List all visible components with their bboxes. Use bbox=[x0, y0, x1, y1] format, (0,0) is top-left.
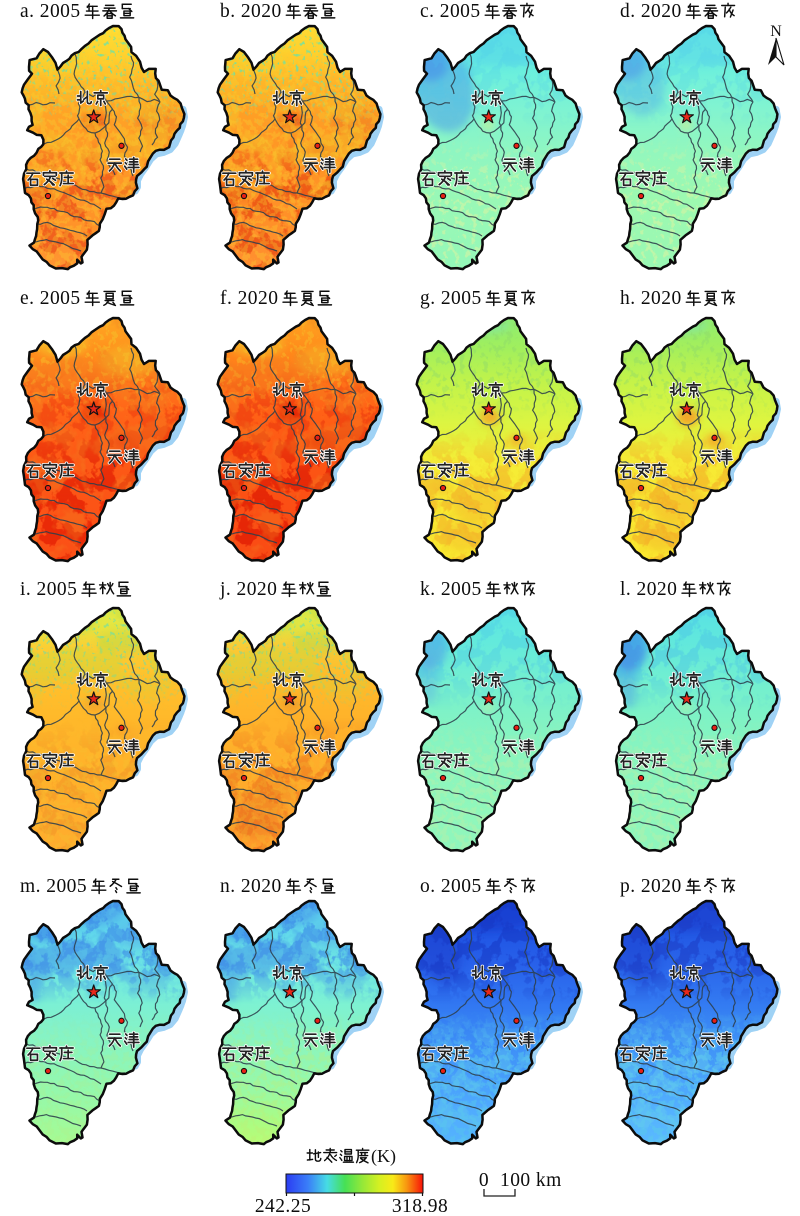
svg-text:318.98: 318.98 bbox=[392, 1196, 448, 1216]
svg-text:a. 2005: a. 2005 bbox=[20, 1, 81, 22]
svg-text:j. 2020: j. 2020 bbox=[219, 579, 277, 600]
svg-text:h. 2020: h. 2020 bbox=[620, 288, 682, 309]
svg-text:b. 2020: b. 2020 bbox=[220, 1, 282, 22]
svg-text:n. 2020: n. 2020 bbox=[220, 876, 282, 897]
svg-text:e. 2005: e. 2005 bbox=[20, 288, 81, 309]
svg-text:g. 2005: g. 2005 bbox=[420, 288, 482, 309]
svg-text:d. 2020: d. 2020 bbox=[620, 1, 682, 22]
svg-text:m. 2005: m. 2005 bbox=[20, 876, 87, 897]
svg-text:k. 2005: k. 2005 bbox=[420, 579, 482, 600]
svg-text:(K): (K) bbox=[371, 1146, 396, 1167]
svg-text:o. 2005: o. 2005 bbox=[420, 876, 482, 897]
svg-text:p. 2020: p. 2020 bbox=[620, 876, 682, 897]
svg-text:0: 0 bbox=[479, 1170, 489, 1191]
svg-text:100 km: 100 km bbox=[500, 1170, 562, 1191]
svg-text:l. 2020: l. 2020 bbox=[620, 579, 677, 600]
svg-text:242.25: 242.25 bbox=[255, 1196, 311, 1216]
svg-text:i. 2005: i. 2005 bbox=[20, 579, 77, 600]
svg-text:f. 2020: f. 2020 bbox=[220, 288, 278, 309]
svg-text:N: N bbox=[770, 23, 782, 40]
svg-text:c. 2005: c. 2005 bbox=[420, 1, 481, 22]
